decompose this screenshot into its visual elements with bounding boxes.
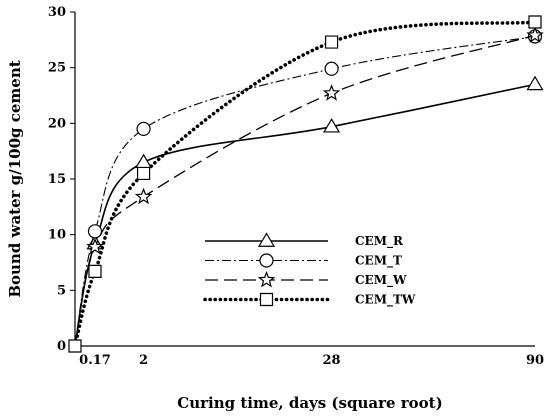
series-layer [68, 15, 544, 353]
x-tick-label: 28 [323, 353, 341, 368]
data-point-circle [136, 121, 151, 136]
axes: 0 5 10 15 20 25 30 0.17 2 28 90 [48, 5, 544, 368]
data-point-square [88, 264, 102, 279]
legend-item-cem-tw: CEM_TW [203, 292, 416, 308]
series-cem-tw [73, 15, 542, 348]
data-point-star [134, 187, 153, 205]
y-tick-label: 15 [48, 172, 66, 187]
legend-label: CEM_W [355, 273, 407, 288]
y-tick-label: 0 [57, 339, 66, 354]
legend-marker-square [259, 292, 274, 307]
series-line [74, 35, 536, 347]
legend: CEM_R CEM_T CEM_W CEM_TW [203, 232, 416, 308]
x-tick-label: 2 [139, 353, 148, 368]
origin-point-square [68, 339, 82, 353]
legend-marker-star [257, 270, 276, 288]
y-tick-label: 10 [48, 228, 66, 243]
y-tick-label: 25 [48, 61, 66, 76]
data-point-circle [87, 224, 103, 239]
y-tick-label: 5 [57, 283, 66, 298]
data-point-triangle [323, 117, 341, 133]
legend-label: CEM_T [355, 254, 402, 269]
data-point-triangle [526, 75, 544, 91]
x-axis-title: Curing time, days (square root) [177, 394, 442, 412]
data-point-star [322, 84, 341, 101]
legend-item-cem-w: CEM_W [205, 270, 407, 288]
data-point-square [136, 166, 151, 181]
series-cem-r [74, 75, 544, 347]
legend-marker-triangle [257, 232, 276, 247]
series-cem-w [74, 26, 544, 347]
legend-label: CEM_R [355, 234, 404, 249]
x-tick-label: 0.17 [79, 353, 111, 368]
data-point-square [528, 15, 542, 29]
legend-item-cem-t: CEM_T [205, 253, 402, 269]
data-point-circle [324, 61, 339, 76]
data-point-triangle [135, 153, 153, 169]
legend-label: CEM_TW [355, 293, 416, 308]
y-axis-title: Bound water g/100g cement [6, 60, 24, 297]
y-tick-label: 30 [48, 5, 66, 20]
data-point-square [324, 35, 339, 49]
x-tick-label: 90 [526, 353, 544, 368]
legend-marker-circle [259, 253, 274, 268]
legend-item-cem-r: CEM_R [205, 232, 404, 249]
data-point-star [526, 26, 544, 43]
series-line [73, 20, 537, 348]
y-tick-label: 20 [48, 116, 66, 131]
data-point-star [86, 237, 104, 255]
